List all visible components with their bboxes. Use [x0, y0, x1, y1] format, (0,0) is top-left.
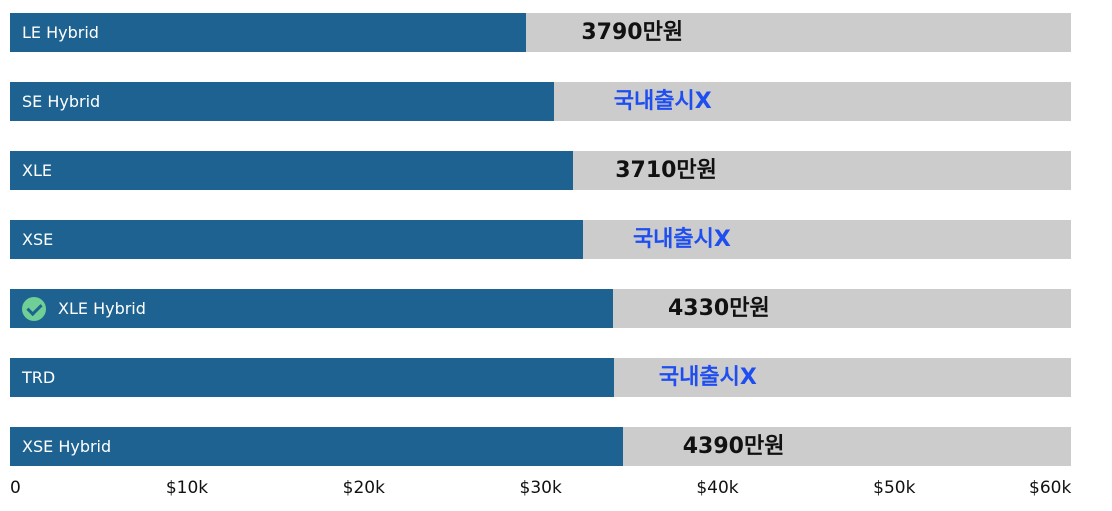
x-tick-label: $10k	[165, 478, 209, 498]
data-label: 3710만원	[615, 158, 717, 183]
data-label: 국내출시X	[632, 227, 731, 252]
bar	[10, 427, 623, 466]
category-label: TRD	[22, 358, 55, 397]
x-tick-label: $30k	[519, 478, 562, 498]
bar-track: SE Hybrid 국내출시X	[10, 82, 1071, 121]
check-icon	[22, 296, 46, 321]
category-text: XSE Hybrid	[22, 437, 112, 456]
x-tick-label: $60k	[1029, 478, 1072, 498]
category-label: XSE	[22, 220, 53, 259]
bar	[10, 151, 574, 190]
category-text: XLE Hybrid	[58, 299, 146, 318]
x-tick-label: 0	[10, 478, 21, 498]
bar	[10, 358, 614, 397]
bar-track: XLE Hybrid 4330만원	[10, 289, 1071, 328]
category-text: XSE	[22, 230, 54, 249]
category-label: SE Hybrid	[22, 82, 100, 121]
category-label: XSE Hybrid	[22, 427, 111, 466]
data-label: 4330만원	[668, 296, 770, 321]
data-label: 국내출시X	[613, 89, 712, 114]
bar	[10, 13, 527, 52]
x-tick-label: $20k	[342, 478, 385, 498]
x-tick-label: $40k	[696, 478, 739, 498]
data-label: 4390만원	[682, 434, 785, 459]
bar	[10, 82, 554, 121]
category-label: LE Hybrid	[22, 13, 99, 52]
category-text: XLE	[22, 161, 52, 180]
data-label: 국내출시X	[658, 365, 757, 390]
data-label: 3790만원	[581, 20, 684, 45]
category-text: TRD	[22, 368, 56, 387]
bar-track: XSE 국내출시X	[10, 220, 1071, 259]
category-label: XLE Hybrid	[22, 289, 146, 328]
bar-track: XLE 3710만원	[10, 151, 1071, 190]
category-text: SE Hybrid	[22, 92, 101, 111]
bar	[10, 220, 583, 259]
bar-track: LE Hybrid 3790만원	[10, 13, 1071, 52]
bar-track: XSE Hybrid 4390만원	[10, 427, 1071, 466]
bar-track: TRD 국내출시X	[10, 358, 1071, 397]
x-tick-label: $50k	[873, 478, 916, 498]
category-label: XLE	[22, 151, 52, 190]
category-text: LE Hybrid	[22, 23, 99, 42]
bar	[10, 289, 613, 328]
